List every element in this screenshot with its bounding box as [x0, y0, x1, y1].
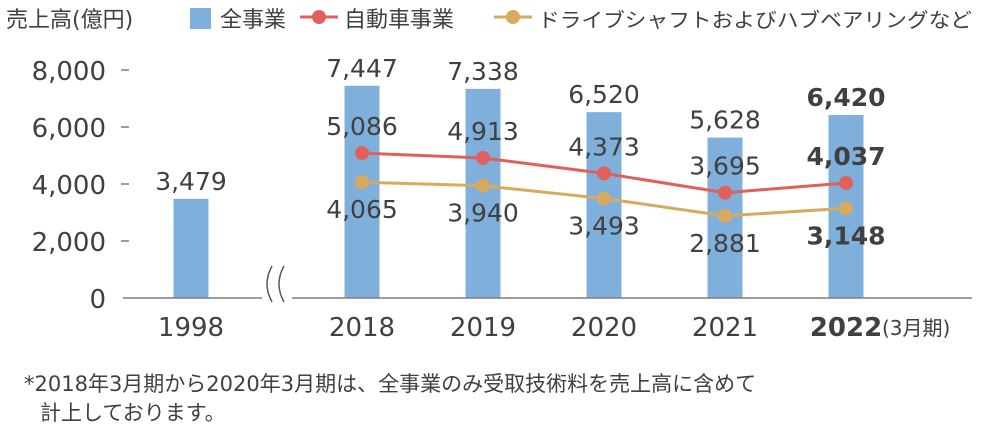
point-driveshaft-2020: [597, 191, 611, 206]
sales-chart: 売上高(億円) 全事業 自動車事業 ドライブシャフトおよびハブベアリングなど 0…: [6, 8, 972, 343]
bar-all-business-2019: [465, 88, 501, 298]
axis-break-mark: [262, 262, 292, 306]
x-tick-label-2022: 2022: [810, 313, 882, 343]
point-automotive-2019: [476, 150, 490, 165]
label-automotive-2020: 4,373: [568, 132, 640, 161]
data-labels: 3,479 7,447 7,338 6,520 5,628 6,420 5,086 4,913…: [155, 54, 885, 258]
label-automotive-2021: 3,695: [689, 152, 761, 181]
legend-label-all-business: 全事業: [220, 8, 286, 33]
bar-all-business-2018: [344, 85, 380, 298]
label-all-business-1998: 3,479: [155, 167, 227, 196]
axis-break-curve-left: [266, 265, 273, 303]
label-all-business-2020: 6,520: [568, 80, 640, 109]
label-all-business-2018: 7,447: [326, 54, 398, 83]
x-tick-label-2020: 2020: [571, 313, 637, 343]
x-axis-unit-suffix: (3月期): [882, 316, 950, 340]
label-driveshaft-2019: 3,940: [447, 199, 519, 228]
bar-series-all-business: [173, 85, 864, 299]
legend: 全事業 自動車事業 ドライブシャフトおよびハブベアリングなど: [190, 8, 972, 33]
label-automotive-2019: 4,913: [447, 117, 519, 146]
label-driveshaft-2018: 4,065: [326, 195, 398, 224]
x-tick-label-2021: 2021: [692, 313, 758, 343]
point-automotive-2020: [597, 166, 611, 181]
legend-swatch-all-business: [190, 8, 211, 29]
legend-item-automotive: 自動車事業: [300, 8, 454, 33]
x-tick-label-2018: 2018: [329, 313, 395, 343]
label-driveshaft-2022: 3,148: [806, 221, 885, 250]
point-automotive-2021: [718, 185, 732, 200]
footnote-line-1: *2018年3月期から2020年3月期は、全事業のみ受取技術料を売上高に含めて: [24, 372, 757, 396]
legend-item-driveshaft: ドライブシャフトおよびハブベアリングなど: [494, 8, 972, 32]
legend-marker-automotive: [312, 10, 326, 24]
label-automotive-2022: 4,037: [806, 142, 885, 171]
x-axis-labels: 1998 2018 2019 2020 2021 2022: [158, 313, 882, 343]
legend-item-all-business: 全事業: [190, 8, 286, 33]
y-tick-label: 4,000: [32, 171, 106, 201]
x-tick-label-1998: 1998: [158, 313, 224, 343]
y-tick-label: 8,000: [32, 57, 106, 87]
axis-break-curve-right: [278, 265, 285, 303]
legend-label-automotive: 自動車事業: [344, 8, 454, 33]
line-series: [355, 146, 853, 223]
point-driveshaft-2019: [476, 178, 490, 193]
y-axis: 0 2,000 4,000 6,000 8,000: [32, 57, 129, 315]
bar-all-business-1998: [173, 198, 209, 298]
label-driveshaft-2020: 3,493: [568, 211, 640, 240]
label-all-business-2022: 6,420: [806, 83, 885, 112]
y-tick-label: 6,000: [32, 114, 106, 144]
legend-marker-driveshaft: [506, 10, 520, 24]
label-driveshaft-2021: 2,881: [689, 229, 761, 258]
x-tick-label-2019: 2019: [450, 313, 516, 343]
y-axis-title: 売上高(億円): [6, 8, 133, 33]
footnote-line-2: 計上しております。: [40, 401, 226, 425]
point-driveshaft-2018: [355, 175, 369, 190]
legend-label-driveshaft: ドライブシャフトおよびハブベアリングなど: [538, 8, 972, 32]
label-automotive-2018: 5,086: [326, 112, 398, 141]
y-tick-label: 0: [89, 285, 106, 315]
label-all-business-2021: 5,628: [689, 106, 761, 135]
label-all-business-2019: 7,338: [447, 57, 519, 86]
point-automotive-2022: [839, 175, 853, 190]
point-automotive-2018: [355, 146, 369, 161]
footnote: *2018年3月期から2020年3月期は、全事業のみ受取技術料を売上高に含めて …: [24, 370, 984, 428]
y-tick-label: 2,000: [32, 228, 106, 258]
point-driveshaft-2022: [839, 201, 853, 216]
point-driveshaft-2021: [718, 208, 732, 223]
